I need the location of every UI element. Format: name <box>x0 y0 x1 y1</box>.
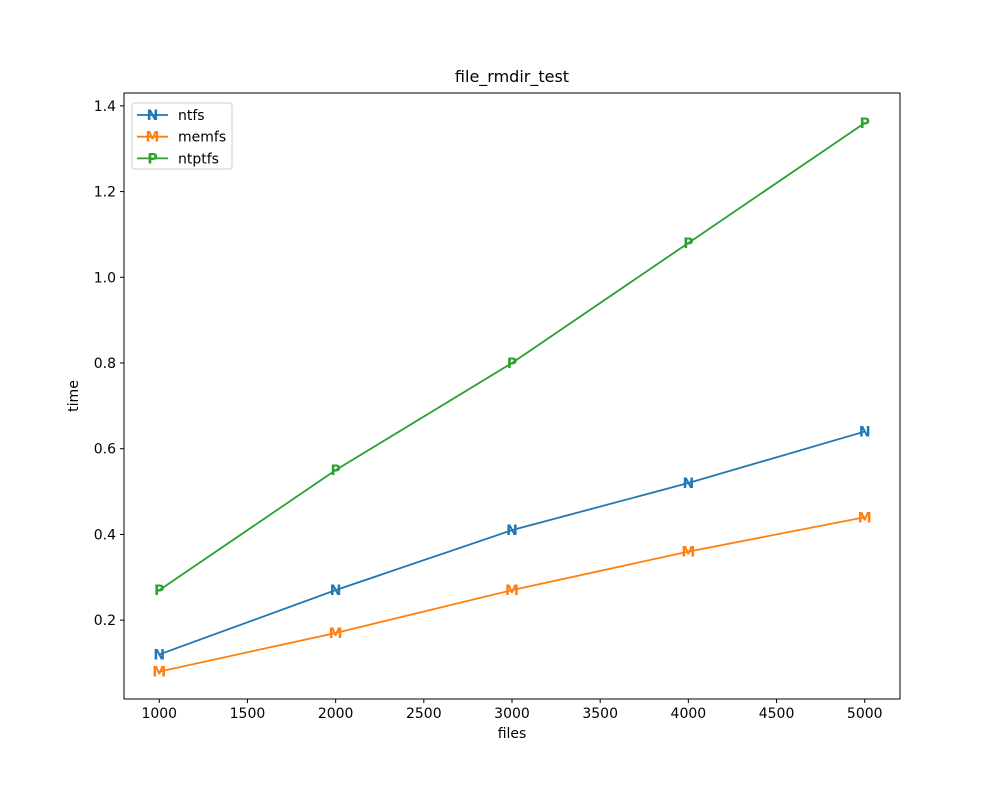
marker-memfs: M <box>329 626 343 642</box>
x-tick-label: 5000 <box>847 706 883 722</box>
y-tick-label: 1.0 <box>94 270 116 286</box>
marker-ntptfs: P <box>331 463 341 479</box>
series-line-ntfs <box>158 430 866 656</box>
x-tick-label: 2500 <box>406 706 442 722</box>
chart-title: file_rmdir_test <box>454 67 570 86</box>
axes-frame <box>123 92 901 700</box>
marker-ntfs: N <box>330 583 342 599</box>
legend-label-memfs: memfs <box>178 130 226 146</box>
series-line-ntptfs <box>158 122 866 592</box>
legend-marker-ntptfs: P <box>147 151 157 167</box>
x-tick-label: 1000 <box>141 706 177 722</box>
marker-ntfs: N <box>683 476 695 492</box>
marker-memfs: M <box>681 545 695 561</box>
y-tick-label: 0.4 <box>94 527 116 543</box>
marker-memfs: M <box>505 583 519 599</box>
legend-marker-memfs: M <box>146 130 160 146</box>
marker-ntptfs: P <box>683 236 693 252</box>
legend-marker-ntfs: N <box>147 108 159 124</box>
x-axis-label: files <box>497 726 527 742</box>
y-tick-label: 1.2 <box>94 185 116 201</box>
x-tick-label: 4000 <box>671 706 707 722</box>
marker-ntptfs: P <box>507 356 517 372</box>
y-tick-label: 1.4 <box>94 99 116 115</box>
x-tick-label: 3000 <box>494 706 530 722</box>
marker-ntfs: N <box>506 523 518 539</box>
y-tick-label: 0.8 <box>94 356 116 372</box>
legend-label-ntfs: ntfs <box>178 108 205 124</box>
marker-ntptfs: P <box>860 116 870 132</box>
marker-memfs: M <box>152 665 166 681</box>
x-tick-label: 4500 <box>759 706 795 722</box>
x-tick-label: 3500 <box>582 706 618 722</box>
x-tick-label: 1500 <box>230 706 266 722</box>
marker-ntfs: N <box>153 647 165 663</box>
y-tick-label: 0.6 <box>94 442 116 458</box>
series-line-memfs <box>158 516 866 673</box>
marker-ntfs: N <box>859 425 871 441</box>
marker-ntptfs: P <box>154 583 164 599</box>
legend-box <box>131 102 233 170</box>
x-tick-label: 2000 <box>318 706 354 722</box>
legend-label-ntptfs: ntptfs <box>178 151 219 167</box>
y-tick-label: 0.2 <box>94 613 116 629</box>
marker-memfs: M <box>858 510 872 526</box>
